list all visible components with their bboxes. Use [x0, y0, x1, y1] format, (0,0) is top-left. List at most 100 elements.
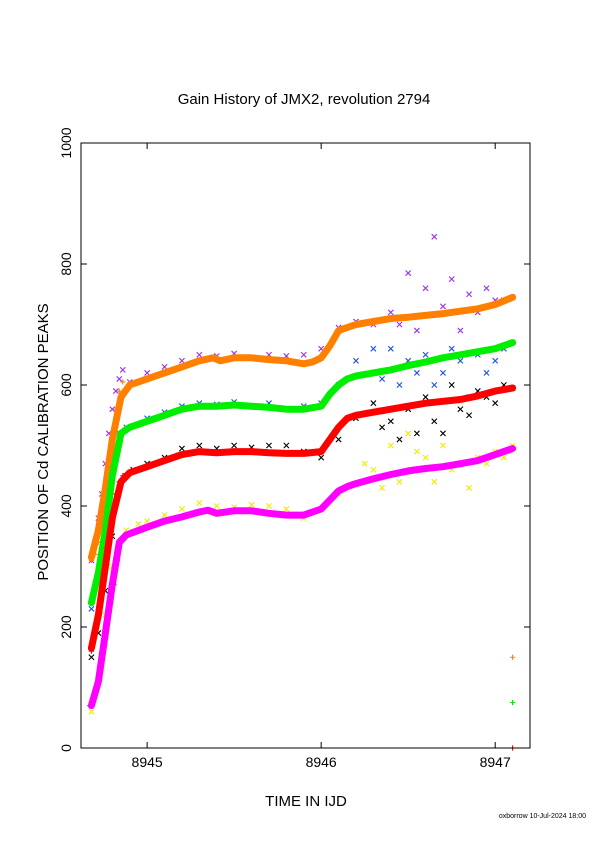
- data-point-s4-10: [509, 654, 516, 660]
- data-point-s1-21: [387, 345, 394, 352]
- data-point-s5-10: [509, 700, 516, 706]
- data-point-s1-28: [448, 345, 455, 352]
- data-point-s3-28: [431, 478, 438, 485]
- data-point-s2-18: [335, 436, 342, 443]
- data-point-s1-20: [379, 375, 386, 382]
- data-point-s0-32: [448, 276, 455, 283]
- data-point-s3-8: [161, 512, 168, 519]
- data-point-s3-10: [196, 499, 203, 506]
- data-point-s0-34: [466, 291, 473, 298]
- x-tick-label-2: 8947: [480, 754, 511, 770]
- chart-title: Gain History of JMX2, revolution 2794: [178, 91, 431, 108]
- data-point-s1-27: [439, 369, 446, 376]
- data-point-s0-9: [119, 366, 126, 373]
- data-point-s2-28: [439, 430, 446, 437]
- data-point-s0-14: [196, 351, 203, 358]
- fit-line-8: [87, 293, 517, 561]
- data-point-s0-30: [431, 233, 438, 240]
- data-point-s1-19: [370, 345, 377, 352]
- data-point-s2-30: [457, 406, 464, 413]
- data-point-s3-15: [283, 506, 290, 513]
- plot-frame: [80, 142, 531, 749]
- data-point-s3-21: [370, 466, 377, 473]
- data-point-s3-25: [405, 430, 412, 437]
- data-point-s2-34: [492, 400, 499, 407]
- data-point-s2-9: [178, 445, 185, 452]
- data-point-s3-20: [361, 460, 368, 467]
- data-point-s2-20: [370, 400, 377, 407]
- data-point-s3-6: [135, 521, 142, 528]
- data-point-s2-25: [413, 430, 420, 437]
- x-tick-label-1: 8946: [306, 754, 337, 770]
- data-point-s2-27: [431, 418, 438, 425]
- data-point-s4-8: [116, 388, 122, 394]
- data-point-s1-24: [413, 369, 420, 376]
- data-point-s2-15: [283, 442, 290, 449]
- data-point-s1-18: [352, 357, 359, 364]
- data-point-s0-8: [116, 375, 123, 382]
- data-point-s3-32: [466, 484, 473, 491]
- data-point-s2-31: [466, 412, 473, 419]
- fit-line-10: [87, 384, 517, 652]
- data-point-s1-26: [431, 382, 438, 388]
- footer-credit: oxborrow 10-Jul-2024 18:00: [499, 813, 586, 820]
- data-point-s1-22: [396, 382, 403, 388]
- data-point-s3-27: [422, 454, 429, 461]
- data-point-s0-12: [161, 363, 168, 370]
- data-point-s2-17: [318, 454, 325, 461]
- y-tick-label-2: 400: [58, 494, 74, 518]
- data-point-s1-0: [88, 605, 95, 612]
- data-point-s1-25: [422, 351, 429, 358]
- data-point-s2-21: [379, 424, 386, 431]
- y-tick-label-1: 200: [58, 615, 74, 639]
- data-point-s0-31: [439, 303, 446, 310]
- data-point-s0-33: [457, 327, 464, 334]
- data-point-s3-22: [379, 484, 386, 491]
- y-tick-label-3: 600: [58, 373, 74, 397]
- data-point-s3-14: [265, 503, 272, 509]
- data-point-s2-22: [387, 418, 394, 425]
- axis-ticks: 8945 8946 8947 0 200 400 600 800 1000: [58, 127, 530, 770]
- data-point-s2-12: [231, 442, 238, 449]
- data-point-s2-10: [196, 442, 203, 449]
- data-point-s0-29: [422, 285, 429, 292]
- fit-lines: [87, 293, 517, 710]
- data-point-s3-26: [413, 448, 420, 455]
- data-point-s1-33: [492, 357, 499, 364]
- data-point-s3-24: [396, 478, 403, 485]
- data-point-s1-32: [483, 369, 490, 376]
- y-tick-label-0: 0: [58, 744, 74, 752]
- data-point-s3-9: [178, 506, 185, 513]
- y-axis-title: POSITION OF Cd CALIBRATION PEAKS: [35, 303, 52, 580]
- y-tick-label-5: 1000: [58, 127, 74, 158]
- data-point-s2-26: [422, 394, 429, 401]
- data-point-s2-29: [448, 382, 455, 388]
- data-point-s3-13: [248, 501, 255, 508]
- data-point-s3-34: [483, 460, 490, 467]
- data-point-s0-13: [178, 357, 185, 364]
- data-point-s0-27: [405, 270, 412, 277]
- data-point-s0-20: [300, 351, 307, 358]
- data-point-s3-11: [213, 503, 220, 509]
- data-point-s2-14: [265, 442, 272, 449]
- data-point-s4-9: [120, 379, 126, 385]
- data-point-s0-7: [112, 388, 119, 395]
- data-point-s2-0: [88, 654, 95, 661]
- data-point-s0-6: [109, 406, 116, 413]
- data-point-s3-7: [144, 518, 151, 525]
- data-point-s2-23: [396, 436, 403, 443]
- x-tick-label-0: 8945: [132, 754, 163, 770]
- data-point-s0-28: [413, 327, 420, 334]
- y-tick-label-4: 800: [58, 252, 74, 276]
- data-point-s3-0: [88, 708, 95, 715]
- data-point-s3-23: [387, 442, 394, 449]
- data-point-s0-36: [483, 285, 490, 292]
- data-point-s3-29: [439, 442, 446, 449]
- x-axis-title: TIME IN IJD: [265, 793, 347, 810]
- fit-line-9: [87, 339, 517, 607]
- data-point-s0-25: [387, 309, 394, 316]
- fit-line-11: [87, 445, 517, 710]
- data-point-s0-26: [396, 321, 403, 328]
- data-point-s1-29: [457, 357, 464, 364]
